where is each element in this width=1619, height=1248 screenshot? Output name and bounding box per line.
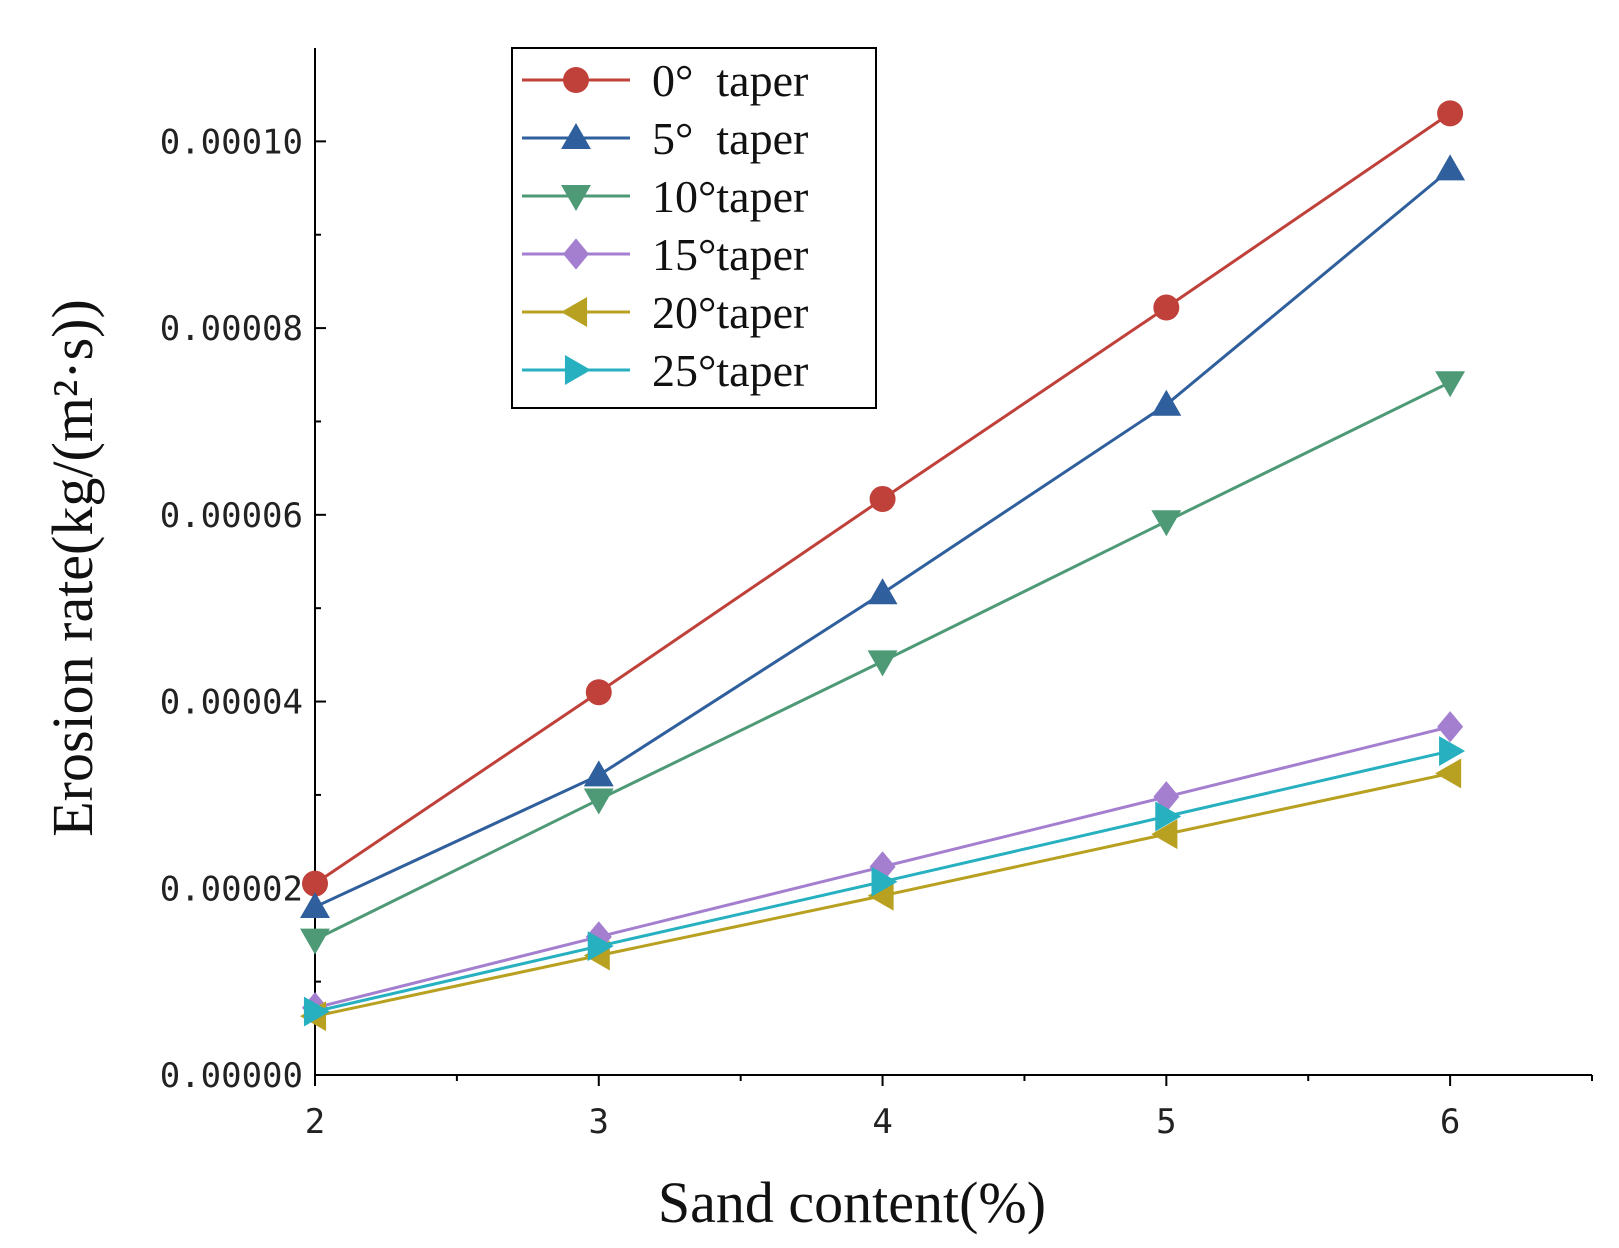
- data-point: [583, 788, 614, 815]
- data-point: [1435, 154, 1466, 181]
- legend-label: 20°taper: [652, 287, 808, 338]
- legend-marker: [564, 355, 591, 385]
- x-tick-label: 3: [589, 1102, 609, 1142]
- data-point: [1435, 371, 1466, 398]
- data-point: [1151, 389, 1182, 416]
- data-point: [1155, 801, 1182, 832]
- legend-label: 15°taper: [652, 229, 808, 280]
- y-tick-label: 0.00002: [160, 869, 303, 909]
- legend-label: 10°taper: [652, 171, 808, 222]
- data-point: [867, 650, 898, 677]
- series-group: [300, 100, 1466, 1032]
- data-point: [300, 891, 330, 918]
- legend-label: 0° taper: [652, 55, 808, 106]
- legend-label: 25°taper: [652, 345, 808, 396]
- data-point: [1437, 100, 1464, 127]
- x-axis-title: Sand content(%): [658, 1170, 1046, 1235]
- legend-box: [511, 47, 877, 409]
- x-tick-label: 4: [872, 1102, 892, 1142]
- axes-group: 0.00000 0.00002 0.00004 0.00006 0.00008 0.000…: [160, 48, 1593, 1142]
- x-tick-label: 2: [305, 1102, 325, 1142]
- data-point: [1435, 758, 1462, 789]
- data-point: [871, 866, 898, 897]
- y-tick-label: 0.00000: [160, 1056, 303, 1096]
- legend-label: 5° taper: [652, 113, 808, 164]
- series-line: [314, 168, 1452, 909]
- y-tick-label: 0.00004: [160, 683, 303, 723]
- data-point: [1437, 711, 1464, 743]
- data-point: [585, 679, 612, 706]
- y-tick-label: 0.00010: [160, 122, 303, 162]
- y-tick-label: 0.00006: [160, 496, 303, 536]
- legend: 0° taper 5° taper 10°taper 15°taper 20°taper…: [511, 47, 877, 409]
- data-point: [302, 870, 328, 897]
- legend-marker: [563, 238, 589, 270]
- data-point: [300, 928, 330, 955]
- data-point: [1151, 819, 1178, 850]
- data-point: [1153, 294, 1180, 321]
- data-point: [1151, 510, 1182, 537]
- legend-marker: [561, 184, 591, 211]
- data-point: [869, 485, 896, 512]
- data-point: [303, 996, 330, 1027]
- data-point: [583, 760, 614, 787]
- x-tick-label: 6: [1440, 1102, 1460, 1142]
- y-axis-title: Erosion rate(kg/(m²·s)): [40, 299, 105, 837]
- data-point: [1439, 736, 1466, 766]
- legend-marker: [563, 67, 589, 93]
- data-point: [867, 880, 894, 911]
- x-tick-label: 5: [1156, 1102, 1176, 1142]
- data-point: [867, 578, 898, 605]
- legend-marker: [561, 123, 591, 150]
- y-tick-label: 0.00008: [160, 309, 303, 349]
- data-point: [587, 931, 614, 962]
- legend-marker: [561, 297, 588, 327]
- data-point: [869, 851, 896, 883]
